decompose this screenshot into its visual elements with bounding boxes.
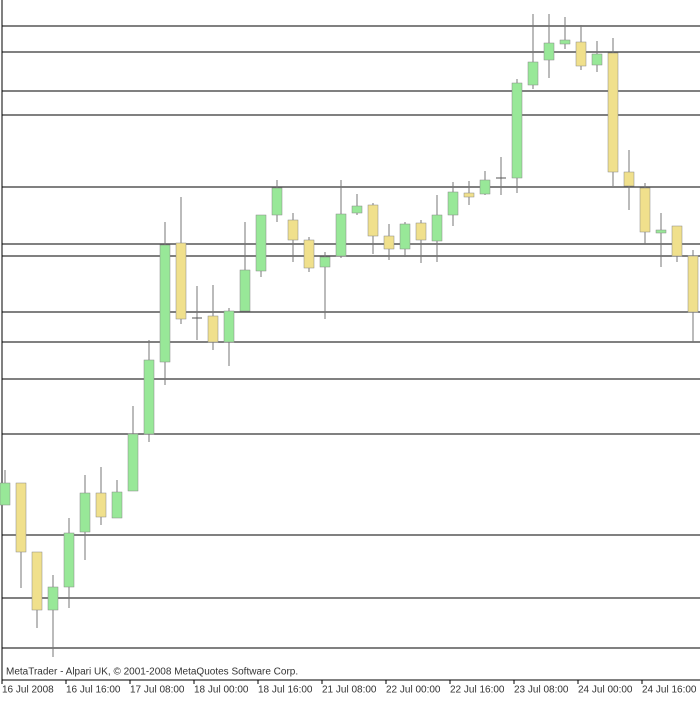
candle-body [527,61,539,86]
x-tick-label: 21 Jul 08:00 [322,685,377,696]
x-tick-label: 18 Jul 16:00 [258,685,313,696]
candle-body [111,491,123,519]
candle-body [367,204,379,237]
x-tick-label: 24 Jul 16:00 [642,685,697,696]
candle-body [0,482,11,506]
candle-body [399,223,411,250]
candle-body [351,205,363,214]
candle-body [95,492,107,518]
candle-body [239,269,251,312]
x-tick-label: 23 Jul 08:00 [514,685,569,696]
candle-body [543,42,555,61]
x-tick-label: 16 Jul 2008 [2,685,54,696]
x-tick-label: 16 Jul 16:00 [66,685,121,696]
candle-body [559,39,571,45]
candle-body [383,235,395,250]
candle-body [15,482,27,553]
candle-body [31,551,43,611]
candle-body [271,187,283,216]
candle-body [463,192,475,198]
footer: MetaTrader - Alpari UK, © 2001-2008 Meta… [6,667,298,678]
candle-body [143,359,155,435]
candle-body [655,229,667,234]
candle-body [335,213,347,257]
candle-body [127,433,139,492]
candle-body [607,52,619,173]
x-tick-label: 18 Jul 00:00 [194,685,249,696]
candle-body [303,239,315,269]
candle-body [255,214,267,272]
candle-body [223,310,235,343]
candle-body [511,82,523,179]
candle-body [175,242,187,320]
candle-body [287,219,299,241]
candle-body [591,53,603,66]
candle-body [47,586,59,611]
candle-body [207,315,219,343]
candle-body [687,255,699,313]
candle-body [415,222,427,241]
candle-body [159,244,171,363]
candle-body [671,225,683,257]
candle-body [63,532,75,588]
x-tick-label: 17 Jul 08:00 [130,685,185,696]
candle-body [319,256,331,268]
x-tick-label: 22 Jul 16:00 [450,685,505,696]
candle-body [447,191,459,216]
candle-body [623,171,635,187]
x-tick-label: 24 Jul 00:00 [578,685,633,696]
candle-body [479,179,491,195]
candle-body [575,41,587,67]
candle-body [431,214,443,242]
candle-body [79,492,91,533]
candle-body [639,187,651,233]
x-tick-label: 22 Jul 00:00 [386,685,441,696]
